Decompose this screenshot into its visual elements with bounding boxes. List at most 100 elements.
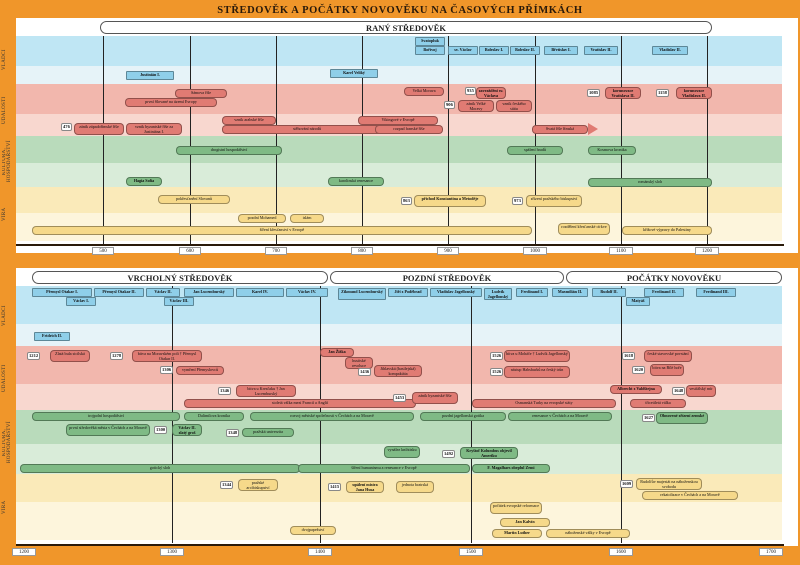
faith-box: upálení mistra Jana Husa (346, 481, 384, 493)
ruler-box: Matyáš (626, 297, 650, 306)
event-box: vznik českého státu (496, 100, 532, 112)
faith-box: pozdní Mohamed (238, 214, 286, 223)
ruler-box: Jan Lucemburský (184, 288, 234, 297)
faith-box: pokřesťanění Slovanů (158, 195, 230, 204)
event-box: české stavovské povstání (644, 350, 692, 362)
year-badge: 1453 (393, 394, 407, 402)
year-badge: 1278 (110, 352, 124, 360)
ruler-box: Vladislav Jagellonský (430, 288, 482, 297)
event-box: Velká Morava (404, 87, 444, 96)
year-badge: 1609 (620, 480, 634, 488)
era-label-early: RANÝ STŘEDOVĚK (100, 21, 712, 34)
faith-box: Martin Luther (492, 529, 542, 538)
culture-box: Obnovené zřízení zemské (656, 412, 708, 424)
ruler-box: Svatopluk (415, 37, 445, 46)
tick-800: 800 (351, 247, 373, 255)
culture-box: karolinská renesance (328, 177, 384, 186)
tick-1400: 1400 (308, 548, 332, 556)
top-band-culture (16, 136, 782, 163)
top-year-line (190, 36, 191, 244)
top-label-events: UDÁLOSTI (2, 96, 7, 124)
bottom-label-events: UDÁLOSTI (2, 364, 7, 392)
event-box: třicetiletá válka (630, 399, 686, 408)
era-label-modern: POČÁTKY NOVOVĚKU (566, 271, 782, 284)
culture-box: spálení hradů (507, 146, 563, 155)
event-box: vestfálský mír (686, 385, 716, 397)
ruler-box: Karel Veliký (330, 69, 378, 78)
year-badge: 1618 (622, 352, 636, 360)
year-badge: 1620 (632, 366, 646, 374)
top-band-rulers-2 (16, 66, 782, 84)
faith-box: náboženské války v Evropě (546, 529, 630, 538)
year-badge: 1300 (154, 426, 168, 434)
faith-box: Rudolfův majestát na náboženskou svobodu (636, 478, 702, 490)
culture-box: gotický sloh (20, 464, 300, 473)
faith-box: islám (290, 214, 324, 223)
top-label-culture: KULTURA, HOSPODÁŘSTVÍ (2, 140, 12, 183)
ruler-box: Zikmund Lucemburský (338, 288, 386, 300)
top-label-rulers: VLÁDCI (2, 49, 7, 71)
faith-box: pražské arcibiskupství (238, 479, 278, 491)
event-box: Vikingové v Evropě (358, 116, 438, 125)
faith-box: rekatolizace v Čechách a na Moravě (642, 491, 738, 500)
culture-box: Kosmova kronika (588, 146, 636, 155)
year-badge: 1344 (220, 481, 234, 489)
top-year-line (362, 36, 363, 244)
year-badge: 1436 (358, 368, 372, 376)
tick-900: 900 (437, 247, 459, 255)
year-badge: 1346 (218, 387, 232, 395)
ruler-box: Václav IV. (286, 288, 328, 297)
top-band-faith (16, 187, 782, 213)
event-box: rozpad franské říše (375, 125, 443, 134)
faith-box: Jan Kalvín (500, 518, 550, 527)
ruler-box: sv. Václav (448, 46, 478, 55)
culture-box: trojpolní hospodářství (32, 412, 180, 421)
event-box: vznik byzantské říše za Justiniána I. (126, 123, 182, 135)
culture-box: rozvoj městské společnosti v Čechách a n… (250, 412, 414, 421)
ruler-box: Ludvík Jagellonský (484, 288, 512, 300)
faith-box: zřízení pražského biskupství (526, 195, 582, 207)
year-badge: 1348 (226, 429, 240, 437)
year-badge: 1492 (442, 450, 456, 458)
era-label-high: VRCHOLNÝ STŘEDOVĚK (32, 271, 328, 284)
event-box: korunovace Vratislava II. (605, 87, 641, 99)
tick-1300: 1300 (160, 548, 184, 556)
event-box: stěhování národů (222, 125, 392, 134)
year-badge: 1158 (656, 89, 669, 97)
page-title: STŘEDOVĚK A POČÁTKY NOVOVĚKU NA ČASOVÝCH… (217, 5, 583, 16)
top-year-line (707, 36, 708, 244)
event-box: zánik Velké Moravy (458, 100, 494, 112)
culture-box: šíření humanismu a renesance v Evropě (298, 464, 470, 473)
event-box: bitva na Moravském poli † Přemysl Otakar… (132, 350, 202, 362)
bottom-label-rulers: VLÁDCI (2, 305, 7, 327)
event-box: Albrecht z Valdštejna (610, 385, 662, 394)
faith-box: počátek evropské reformace (490, 502, 542, 514)
event-box: bitva na Bílé hoře (650, 364, 684, 376)
bottom-year-line (621, 286, 622, 543)
culture-box: románský sloh (588, 178, 712, 187)
year-badge: 1526 (490, 368, 504, 376)
bottom-label-culture: KULTURA, HOSPODÁŘSTVÍ (2, 421, 12, 463)
year-badge: 1648 (672, 387, 686, 395)
top-year-line (535, 36, 536, 244)
bottom-axis (16, 544, 784, 546)
year-badge: 1627 (642, 414, 656, 422)
year-badge: 1526 (490, 352, 504, 360)
ruler-box: Václav II. (146, 288, 180, 297)
arrow-icon (588, 123, 598, 135)
ruler-box: Ferdinand II. (644, 288, 684, 297)
year-badge: 935 (465, 87, 476, 95)
ruler-box: Boleslav II. (510, 46, 540, 55)
year-badge: 1306 (160, 366, 174, 374)
ruler-box: Karel IV. (236, 288, 284, 297)
culture-box: pozdní jagellonská gotika (420, 412, 506, 421)
culture-box: Václav II. zlatý groš (172, 424, 202, 436)
culture-box: pražská univerzita (242, 428, 294, 437)
ruler-box: Ferdinand III. (696, 288, 736, 297)
tick-1100: 1100 (609, 247, 633, 255)
event-box: Osmanská Turky na evropské státy (472, 399, 616, 408)
bottom-label-faith: VÍRA (2, 500, 7, 514)
era-label-late: POZDNÍ STŘEDOVĚK (330, 271, 564, 284)
ruler-box: Vratislav II. (584, 46, 618, 55)
event-box: vymření Přemyslovců (176, 366, 224, 375)
